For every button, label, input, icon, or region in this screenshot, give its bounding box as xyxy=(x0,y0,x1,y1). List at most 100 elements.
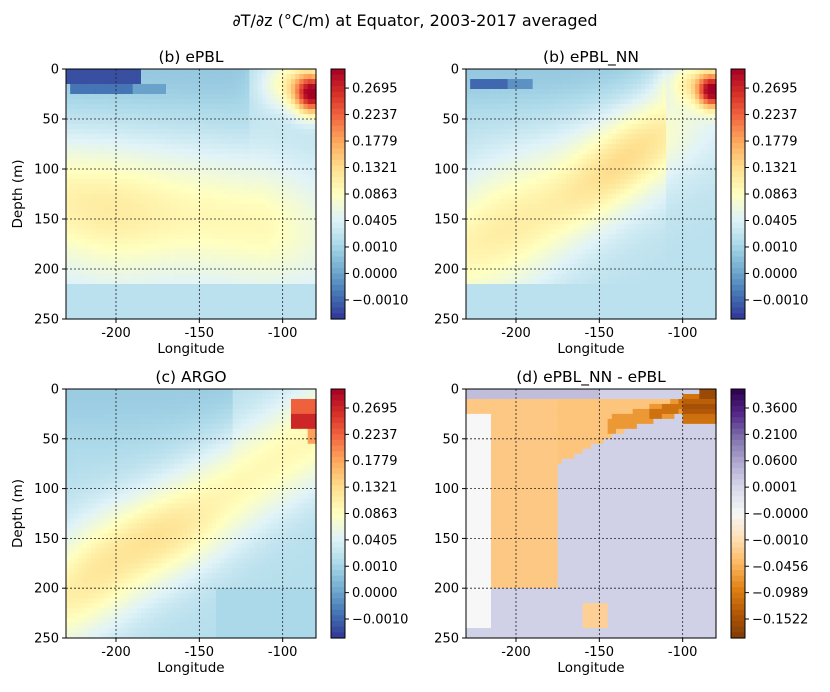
heatmap-cell xyxy=(253,109,259,115)
heatmap-cell xyxy=(566,149,571,155)
heatmap-cell xyxy=(116,304,121,310)
heatmap-cell xyxy=(491,249,496,255)
heatmap-cell xyxy=(574,74,580,80)
heatmap-cell xyxy=(170,244,175,250)
heatmap-cell xyxy=(82,84,88,90)
heatmap-cell xyxy=(241,219,246,225)
heatmap-cell xyxy=(220,74,225,80)
heatmap-cell xyxy=(178,184,184,190)
heatmap-cell xyxy=(224,139,230,145)
heatmap-cell xyxy=(491,164,496,170)
heatmap-cell xyxy=(228,129,234,135)
heatmap-cell xyxy=(470,84,475,90)
heatmap-cell xyxy=(174,139,180,145)
heatmap-cell xyxy=(499,84,505,90)
heatmap-cell xyxy=(486,184,492,190)
heatmap-cell xyxy=(291,209,296,215)
heatmap-cell xyxy=(599,94,605,100)
heatmap-cell xyxy=(474,314,480,320)
heatmap-cell xyxy=(124,154,130,160)
heatmap-cell xyxy=(311,109,317,115)
heatmap-cell xyxy=(103,279,109,285)
heatmap-cell xyxy=(603,274,609,280)
heatmap-cell xyxy=(620,99,625,105)
heatmap-cell xyxy=(266,74,271,80)
heatmap-cell xyxy=(620,104,625,110)
heatmap-cell xyxy=(603,304,609,310)
heatmap-cell xyxy=(570,284,575,290)
heatmap-cell xyxy=(145,224,150,230)
heatmap-cell xyxy=(124,164,130,170)
heatmap-cell xyxy=(103,209,109,215)
heatmap-cell xyxy=(120,149,125,155)
heatmap-cell xyxy=(91,169,96,175)
heatmap-cell xyxy=(511,289,517,295)
heatmap-cell xyxy=(607,239,613,245)
heatmap-cell xyxy=(149,304,155,310)
heatmap-cell xyxy=(532,74,538,80)
heatmap-cell xyxy=(116,234,121,240)
heatmap-cell xyxy=(499,189,505,195)
heatmap-cell xyxy=(266,254,271,260)
heatmap-cell xyxy=(170,219,175,225)
heatmap-cell xyxy=(566,94,571,100)
heatmap-cell xyxy=(591,94,596,100)
heatmap-cell xyxy=(124,74,130,80)
heatmap-cell xyxy=(78,79,84,85)
heatmap-cell xyxy=(236,149,242,155)
heatmap-cell xyxy=(86,99,92,105)
heatmap-cell xyxy=(166,289,171,295)
heatmap-cell xyxy=(570,119,575,125)
heatmap-cell xyxy=(499,69,505,75)
heatmap-cell xyxy=(520,279,525,285)
heatmap-cell xyxy=(95,109,100,115)
heatmap-cell xyxy=(232,284,238,290)
heatmap-cell xyxy=(507,274,513,280)
heatmap-cell xyxy=(591,139,596,145)
heatmap-cell xyxy=(166,214,171,220)
heatmap-cell xyxy=(607,79,613,85)
heatmap-cell xyxy=(536,214,542,220)
heatmap-cell xyxy=(166,109,171,115)
heatmap-cell xyxy=(228,219,234,225)
heatmap-cell xyxy=(86,299,92,305)
heatmap-cell xyxy=(86,304,92,310)
heatmap-cell xyxy=(174,104,180,110)
heatmap-cell xyxy=(466,244,471,250)
heatmap-cell xyxy=(220,239,225,245)
heatmap-cell xyxy=(103,179,109,185)
heatmap-cell xyxy=(111,234,117,240)
heatmap-cell xyxy=(128,179,134,185)
heatmap-cell xyxy=(282,304,288,310)
heatmap-cell xyxy=(257,104,263,110)
heatmap-cell xyxy=(266,89,271,95)
heatmap-cell xyxy=(136,259,142,265)
heatmap-cell xyxy=(595,274,600,280)
heatmap-cell xyxy=(166,274,171,280)
heatmap-cell xyxy=(191,149,196,155)
heatmap-cell xyxy=(257,109,263,115)
heatmap-cell xyxy=(282,159,288,165)
heatmap-cell xyxy=(578,209,584,215)
heatmap-cell xyxy=(224,264,230,270)
heatmap-cell xyxy=(616,114,621,120)
heatmap-cell xyxy=(99,134,105,140)
heatmap-cell xyxy=(82,194,88,200)
heatmap-cell xyxy=(549,259,555,265)
heatmap-cell xyxy=(611,234,617,240)
heatmap-cell xyxy=(582,179,588,185)
heatmap-cell xyxy=(541,219,546,225)
heatmap-cell xyxy=(111,99,117,105)
heatmap-cell xyxy=(474,299,480,305)
heatmap-cell xyxy=(482,179,488,185)
heatmap-cell xyxy=(228,134,234,140)
heatmap-cell xyxy=(507,299,513,305)
heatmap-cell xyxy=(116,269,121,275)
heatmap-cell xyxy=(245,109,250,115)
heatmap-cell xyxy=(107,279,113,285)
heatmap-cell xyxy=(611,304,617,310)
heatmap-cell xyxy=(503,129,509,135)
heatmap-cell xyxy=(536,284,542,290)
heatmap-cell xyxy=(503,164,509,170)
heatmap-cell xyxy=(136,124,142,130)
